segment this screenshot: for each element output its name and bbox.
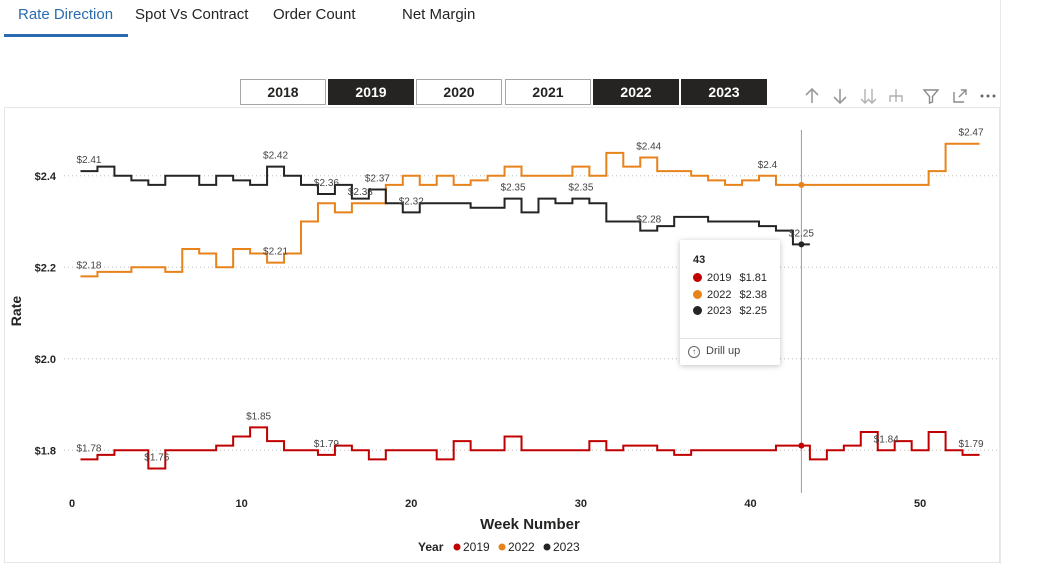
tooltip-dot-2019 bbox=[693, 273, 702, 282]
hover-point-2019 bbox=[798, 442, 805, 449]
y-axis-title: Rate bbox=[8, 296, 24, 327]
x-tick-label: 20 bbox=[405, 498, 417, 510]
x-tick-label: 0 bbox=[69, 498, 75, 510]
tooltip-row-2019: 2019 $1.81 bbox=[693, 272, 767, 286]
drill-up-label: Drill up bbox=[706, 345, 741, 357]
active-tab-underline bbox=[4, 34, 128, 37]
tab-rate-direction[interactable]: Rate Direction bbox=[18, 6, 114, 23]
data-label: $1.78 bbox=[76, 443, 101, 454]
series-line-2022 bbox=[80, 142, 980, 278]
data-label: $2.42 bbox=[263, 151, 288, 162]
data-label: $2.35 bbox=[568, 183, 593, 194]
canvas-edge-divider bbox=[1000, 0, 1001, 564]
data-label: $1.79 bbox=[314, 439, 339, 450]
x-tick-label: 10 bbox=[236, 498, 248, 510]
data-label: $2.35 bbox=[501, 183, 526, 194]
tooltip-value: $2.38 bbox=[739, 289, 768, 301]
data-label: $2.4 bbox=[758, 160, 778, 171]
year-button-2022[interactable]: 2022 bbox=[593, 79, 679, 105]
data-label: $2.36 bbox=[314, 178, 339, 189]
x-tick-label: 50 bbox=[914, 498, 926, 510]
year-button-2023[interactable]: 2023 bbox=[681, 79, 767, 105]
legend-label-2023: 2023 bbox=[553, 540, 580, 554]
filter-icon[interactable] bbox=[921, 86, 941, 106]
data-label: $1.79 bbox=[959, 439, 984, 450]
report-tabs: Rate Direction Spot Vs Contract Order Co… bbox=[0, 0, 1038, 38]
legend-label-2022: 2022 bbox=[508, 540, 535, 554]
year-button-2021[interactable]: 2021 bbox=[505, 79, 591, 105]
data-label: $2.33 bbox=[348, 187, 373, 198]
data-label: $2.21 bbox=[263, 247, 288, 258]
tooltip-value: $2.25 bbox=[739, 305, 768, 317]
tooltip-separator bbox=[680, 338, 780, 339]
tooltip-week: 43 bbox=[693, 254, 706, 266]
line-chart-visual bbox=[4, 107, 1000, 563]
tooltip-row-2023: 2023 $2.25 bbox=[693, 305, 767, 319]
series-line-2019 bbox=[80, 426, 980, 470]
drill-up-button[interactable]: ↑ Drill up bbox=[688, 345, 740, 358]
y-tick-label: $2.2 bbox=[35, 262, 56, 274]
double-arrow-down-icon[interactable] bbox=[858, 86, 878, 106]
y-tick-label: $2.4 bbox=[35, 171, 57, 183]
tooltip-value: $1.81 bbox=[739, 272, 768, 284]
data-label: $2.37 bbox=[365, 173, 390, 184]
data-label: $2.47 bbox=[959, 128, 984, 139]
tab-order-count[interactable]: Order Count bbox=[273, 6, 356, 23]
data-label: $2.32 bbox=[399, 196, 424, 207]
y-tick-label: $1.8 bbox=[35, 445, 56, 457]
tab-net-margin[interactable]: Net Margin bbox=[402, 6, 476, 23]
hover-point-2022 bbox=[798, 181, 805, 188]
tooltip-dot-2023 bbox=[693, 306, 702, 315]
x-tick-label: 40 bbox=[744, 498, 756, 510]
legend-title: Year bbox=[418, 540, 444, 554]
arrow-down-icon[interactable] bbox=[830, 86, 850, 106]
tooltip-dot-2022 bbox=[693, 290, 702, 299]
data-label: $1.76 bbox=[144, 453, 169, 464]
series-line-2023 bbox=[80, 165, 810, 246]
year-button-2018[interactable]: 2018 bbox=[240, 79, 326, 105]
tooltip-row-2022: 2022 $2.38 bbox=[693, 289, 767, 303]
legend-marker-2023 bbox=[543, 543, 551, 551]
year-button-2020[interactable]: 2020 bbox=[416, 79, 502, 105]
data-label: $2.41 bbox=[76, 155, 101, 166]
expand-hierarchy-icon[interactable] bbox=[886, 86, 906, 106]
year-button-2019[interactable]: 2019 bbox=[328, 79, 414, 105]
legend-marker-2019 bbox=[453, 543, 461, 551]
data-label: $2.18 bbox=[76, 260, 101, 271]
data-label: $2.28 bbox=[636, 215, 661, 226]
hover-point-2023 bbox=[798, 241, 805, 248]
arrow-up-icon[interactable] bbox=[802, 86, 822, 106]
drill-up-icon: ↑ bbox=[688, 346, 700, 358]
y-tick-label: $2.0 bbox=[35, 354, 56, 366]
legend-label-2019: 2019 bbox=[463, 540, 490, 554]
hover-tooltip: 43 2019 $1.81 2022 $2.38 2023 $2.25 ↑ Drill … bbox=[680, 240, 780, 365]
x-tick-label: 30 bbox=[575, 498, 587, 510]
data-label: $1.85 bbox=[246, 411, 271, 422]
legend-marker-2022 bbox=[498, 543, 506, 551]
more-options-icon[interactable] bbox=[978, 86, 998, 106]
data-label: $1.84 bbox=[874, 434, 899, 445]
tooltip-year: 2019 bbox=[707, 272, 732, 284]
x-axis-title: Week Number bbox=[480, 516, 580, 533]
tooltip-year: 2023 bbox=[707, 305, 732, 317]
tab-spot-vs-contract[interactable]: Spot Vs Contract bbox=[135, 6, 249, 23]
focus-mode-icon[interactable] bbox=[950, 86, 970, 106]
data-label: $2.25 bbox=[789, 228, 814, 239]
chart-legend: Year 2019 2022 2023 bbox=[418, 540, 580, 554]
data-label: $2.44 bbox=[636, 141, 661, 152]
tooltip-year: 2022 bbox=[707, 289, 732, 301]
